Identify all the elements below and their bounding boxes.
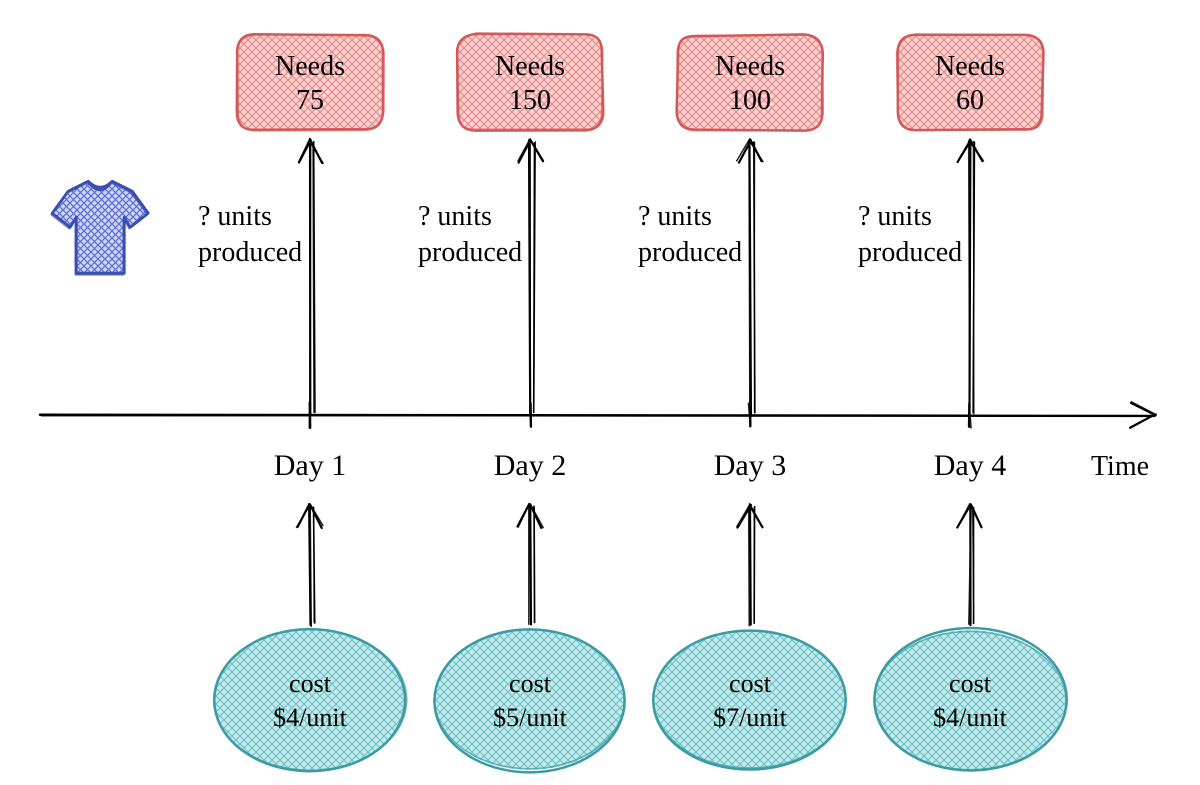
day-group: Needs100 Day 3 cost $7/unit ? units produced	[638, 34, 846, 770]
arrow-up-icon	[957, 504, 981, 625]
cost-label-line1: cost	[729, 669, 772, 698]
cost-label-line1: cost	[289, 669, 332, 698]
segment-label-line2: produced	[858, 237, 962, 268]
arrow-up-icon	[299, 139, 324, 416]
arrow-up-icon	[297, 504, 323, 626]
cost-label-line1: cost	[949, 669, 992, 698]
segment-label-line2: produced	[198, 237, 302, 268]
arrow-up-icon	[518, 139, 543, 416]
cost-label-line2: $7/unit	[713, 703, 787, 732]
cost-oval	[874, 628, 1067, 770]
segment-label-line2: produced	[638, 237, 742, 268]
segment-label-line1: ? units	[198, 201, 272, 232]
axis-label: Time	[1091, 451, 1149, 482]
needs-label-line1: Needs	[715, 51, 785, 82]
day-group: Needs60 Day 4 cost $4/unit ? units produced	[858, 34, 1067, 770]
day-label: Day 1	[274, 449, 346, 482]
day-label: Day 4	[934, 449, 1006, 482]
needs-box	[677, 34, 824, 130]
day-group: Needs150 Day 2 cost $5/unit ? units produced	[418, 34, 625, 773]
day-label: Day 3	[714, 449, 786, 482]
day-group: Needs75 Day 1 cost $4/unit ? units produced	[198, 34, 407, 771]
cost-oval	[214, 629, 407, 771]
needs-label-line2: 60	[956, 85, 984, 116]
needs-label-line1: Needs	[495, 51, 565, 82]
cost-label-line2: $4/unit	[933, 703, 1007, 732]
arrow-up-icon	[517, 504, 543, 624]
segment-label-line1: ? units	[858, 201, 932, 232]
arrow-up-icon	[737, 139, 763, 416]
cost-label-line2: $4/unit	[273, 703, 347, 732]
arrow-up-icon	[958, 140, 984, 416]
needs-label-line1: Needs	[275, 51, 345, 82]
cost-label-line2: $5/unit	[493, 703, 567, 732]
segment-label-line2: produced	[418, 237, 522, 268]
day-label: Day 2	[494, 449, 566, 482]
needs-box	[237, 34, 384, 131]
segment-label-line1: ? units	[418, 201, 492, 232]
needs-label-line2: 150	[509, 85, 551, 116]
needs-label-line2: 75	[296, 85, 324, 116]
arrow-up-icon	[737, 504, 763, 626]
needs-label-line1: Needs	[935, 51, 1005, 82]
cost-label-line1: cost	[509, 669, 552, 698]
tshirt-icon	[51, 181, 148, 274]
cost-oval	[434, 629, 625, 772]
cost-oval	[653, 630, 846, 770]
needs-label-line2: 100	[729, 85, 771, 116]
timeline-diagram: TimeNeeds75Day 1cost$4/unit? unitsproduc…	[0, 0, 1200, 785]
needs-box	[457, 34, 604, 131]
segment-label-line1: ? units	[638, 201, 712, 232]
